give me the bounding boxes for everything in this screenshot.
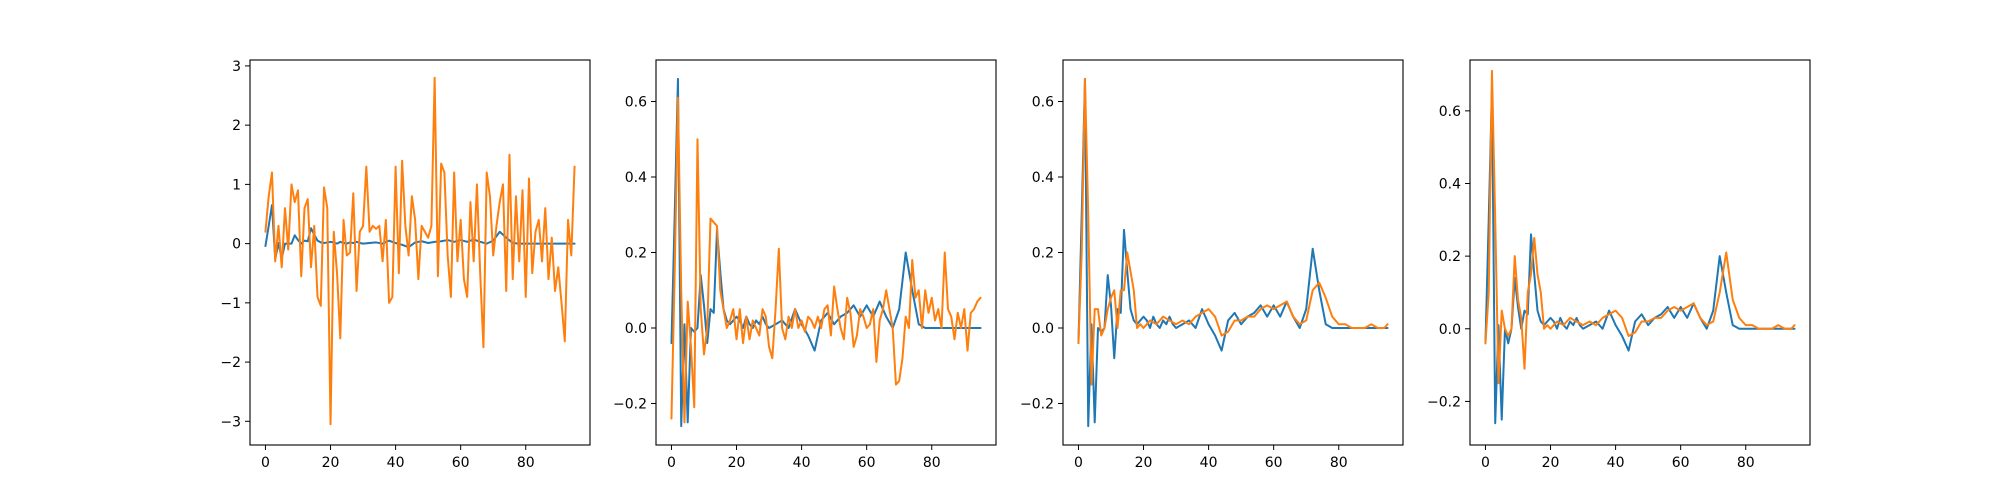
series-line-b: [1077, 77, 1389, 386]
y-tick-label: 0.4: [625, 170, 647, 186]
x-tick-label: 40: [387, 455, 405, 471]
y-tick-label: 0.0: [1032, 321, 1054, 337]
plot-frame: [1062, 59, 1404, 446]
y-tick-label: 0.6: [625, 95, 647, 111]
y-tick-label: 0.0: [1439, 322, 1461, 338]
x-tick-label: 40: [793, 455, 811, 471]
y-tick-label: 0.4: [1439, 176, 1461, 192]
subplot-3: 0 20 40 60 80 −0.2 0.0 0.2 0.4 0.6: [1020, 59, 1404, 471]
y-tick-label: 0.6: [1439, 104, 1461, 120]
x-tick-label: 0: [261, 455, 270, 471]
x-tick-label: 80: [923, 455, 941, 471]
plot-frame: [1469, 59, 1811, 446]
y-tick-label: 0.2: [1439, 249, 1461, 265]
y-tick-label: −1: [220, 296, 241, 312]
series-line-b: [1484, 69, 1796, 385]
x-tick-label: 60: [1672, 455, 1690, 471]
x-tick-label: 20: [728, 455, 746, 471]
x-tick-label: 60: [1265, 455, 1283, 471]
x-tick-label: 80: [517, 455, 535, 471]
x-tick-label: 20: [1542, 455, 1560, 471]
subplot-2: 0 20 40 60 80 −0.2 0.0 0.2 0.4 0.6: [613, 59, 997, 471]
y-tick-label: 3: [232, 59, 241, 75]
y-tick-label: −0.2: [613, 396, 647, 412]
series-line-a: [670, 77, 982, 428]
y-tick-label: 0.0: [625, 321, 647, 337]
x-tick-label: 80: [1330, 455, 1348, 471]
x-tick-label: 60: [858, 455, 876, 471]
y-tick-label: −3: [220, 414, 241, 430]
y-tick-label: 0.6: [1032, 95, 1054, 111]
y-tick-label: −2: [220, 355, 241, 371]
y-tick-label: 0: [232, 237, 241, 253]
x-tick-label: 60: [452, 455, 470, 471]
x-tick-label: 20: [322, 455, 340, 471]
series-line-b: [670, 96, 982, 424]
x-tick-label: 40: [1200, 455, 1218, 471]
plot-frame: [249, 59, 591, 446]
x-tick-label: 0: [1481, 455, 1490, 471]
x-tick-label: 20: [1135, 455, 1153, 471]
series-line-a: [1077, 77, 1389, 428]
x-tick-label: 0: [667, 455, 676, 471]
series-line-b: [264, 76, 576, 426]
y-tick-label: 0.4: [1032, 170, 1054, 186]
subplot-1: 0 20 40 60 80 −3 −2 −1 0 1 2 3: [220, 59, 591, 471]
y-tick-label: 0.2: [1032, 246, 1054, 262]
x-tick-label: 0: [1074, 455, 1083, 471]
y-tick-label: 0.2: [625, 246, 647, 262]
subplot-4: 0 20 40 60 80 −0.2 0.0 0.2 0.4 0.6: [1427, 59, 1811, 471]
y-tick-label: −0.2: [1427, 394, 1461, 410]
x-tick-label: 40: [1607, 455, 1625, 471]
y-tick-label: −0.2: [1020, 396, 1054, 412]
x-tick-label: 80: [1737, 455, 1755, 471]
y-tick-label: 1: [232, 177, 241, 193]
y-tick-label: 2: [232, 118, 241, 134]
